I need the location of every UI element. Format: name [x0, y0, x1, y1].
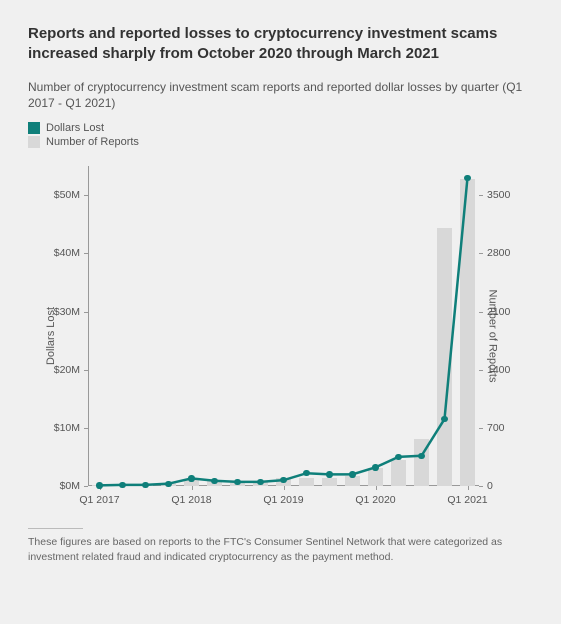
y-left-tick-label: $0M: [60, 480, 80, 492]
line-marker: [119, 482, 125, 488]
legend-swatch-dollars: [28, 122, 40, 134]
line-marker: [211, 478, 217, 484]
y-left-tick-label: $40M: [54, 247, 80, 259]
line-marker: [188, 475, 194, 481]
y-left-tick-mark: [84, 486, 88, 487]
y-left-tick-label: $50M: [54, 189, 80, 201]
legend-label-reports: Number of Reports: [46, 136, 139, 148]
line-path: [100, 178, 468, 486]
line-marker: [257, 479, 263, 485]
x-tick-label: Q1 2021: [447, 494, 487, 506]
line-marker: [349, 471, 355, 477]
line-marker: [142, 482, 148, 488]
y-right-tick-label: 3500: [487, 189, 510, 201]
line-marker: [395, 454, 401, 460]
line-marker: [234, 479, 240, 485]
y-right-tick-mark: [479, 486, 483, 487]
line-marker: [441, 416, 447, 422]
footnote-rule: [28, 528, 83, 529]
y-left-tick-label: $20M: [54, 364, 80, 376]
x-tick-mark: [284, 486, 285, 490]
y-right-tick-mark: [479, 312, 483, 313]
y-left-tick-label: $10M: [54, 422, 80, 434]
x-tick-label: Q1 2017: [79, 494, 119, 506]
y-right-tick-mark: [479, 370, 483, 371]
legend-label-dollars: Dollars Lost: [46, 122, 104, 134]
y-right-tick-label: 700: [487, 422, 505, 434]
y-right-tick-mark: [479, 195, 483, 196]
legend-item-dollars: Dollars Lost: [28, 122, 533, 134]
chart-subtitle: Number of cryptocurrency investment scam…: [28, 79, 533, 113]
line-marker: [418, 453, 424, 459]
x-tick-mark: [376, 486, 377, 490]
legend-swatch-reports: [28, 136, 40, 148]
y-right-tick-label: 2100: [487, 306, 510, 318]
line-marker: [165, 481, 171, 487]
chart: Dollars Lost Number of Reports $0M$10M$2…: [28, 156, 533, 516]
chart-title: Reports and reported losses to cryptocur…: [28, 24, 533, 65]
x-tick-label: Q1 2019: [263, 494, 303, 506]
x-tick-label: Q1 2018: [171, 494, 211, 506]
legend-item-reports: Number of Reports: [28, 136, 533, 148]
y-right-tick-mark: [479, 428, 483, 429]
line-marker: [464, 175, 470, 181]
line-marker: [96, 482, 102, 488]
line-marker: [326, 471, 332, 477]
footnote: These figures are based on reports to th…: [28, 535, 533, 564]
x-tick-mark: [192, 486, 193, 490]
legend: Dollars Lost Number of Reports: [28, 122, 533, 148]
y-left-tick-label: $30M: [54, 306, 80, 318]
y-right-tick-mark: [479, 253, 483, 254]
x-tick-mark: [468, 486, 469, 490]
y-right-tick-label: 1400: [487, 364, 510, 376]
line-marker: [372, 464, 378, 470]
y-right-tick-label: 2800: [487, 247, 510, 259]
line-series: [88, 166, 479, 486]
x-tick-label: Q1 2020: [355, 494, 395, 506]
y-right-tick-label: 0: [487, 480, 493, 492]
plot-area: $0M$10M$20M$30M$40M$50M07001400210028003…: [88, 166, 479, 486]
